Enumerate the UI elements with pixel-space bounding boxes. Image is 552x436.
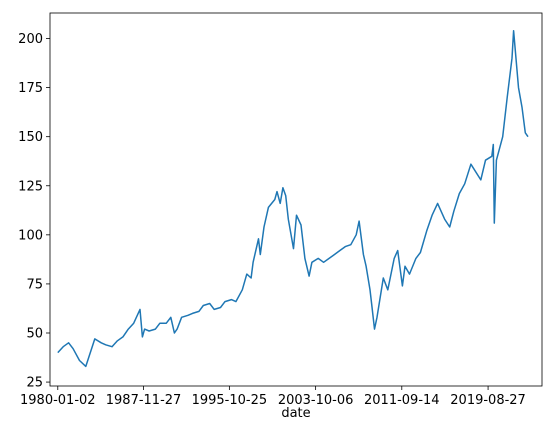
series-layer: [57, 29, 529, 368]
plot-area: [50, 13, 542, 386]
series-line-0: [57, 29, 529, 368]
x-axis-label: date: [281, 406, 310, 421]
y-tick-label: 200: [18, 32, 43, 47]
y-tick-label: 125: [18, 179, 43, 194]
x-tick-label: 2011-09-14: [364, 393, 440, 408]
y-tick-label: 100: [18, 228, 43, 243]
y-tick-label: 150: [18, 130, 43, 145]
x-tick-label: 2003-10-06: [278, 393, 354, 408]
y-tick-label: 25: [26, 376, 43, 391]
x-tick-label: 1995-10-25: [192, 393, 268, 408]
y-tick-label: 75: [26, 277, 43, 292]
x-tick-label: 1980-01-02: [20, 393, 96, 408]
x-tick-label: 1987-11-27: [106, 393, 182, 408]
x-axis-ticks: 1980-01-02 1987-11-27 1995-10-25 2003-10-06…: [20, 386, 526, 408]
x-tick-label: 2019-08-27: [450, 393, 526, 408]
y-tick-label: 175: [18, 81, 43, 96]
axes-frame: [49, 12, 543, 387]
y-tick-label: 50: [26, 326, 43, 341]
y-axis-ticks: 25 50 75 100 125 150 175 200: [18, 32, 50, 391]
